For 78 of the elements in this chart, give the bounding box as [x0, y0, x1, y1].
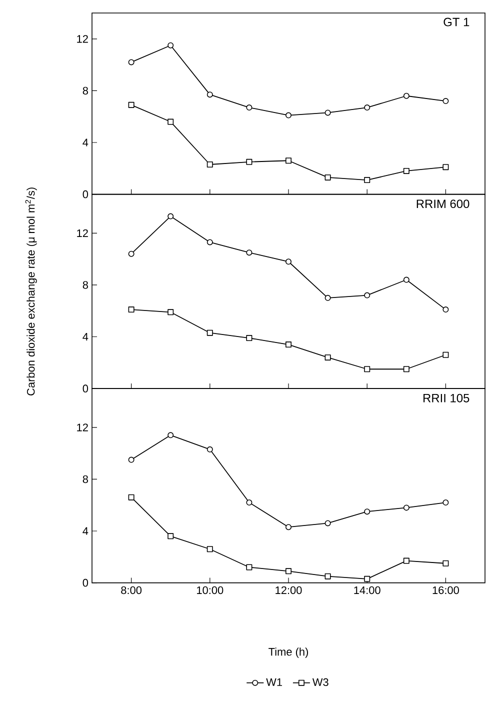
point [246, 158, 252, 165]
point [403, 366, 410, 372]
point [403, 168, 410, 174]
y-axis-title: Carbon dioxide exchange rate (μ mol m$^{2}$/s) [25, 188, 37, 396]
point [246, 335, 252, 342]
point [364, 292, 370, 298]
point [324, 174, 331, 180]
y-tick-label: 0 [82, 384, 88, 392]
point [206, 446, 213, 452]
point [364, 104, 370, 111]
x-tick-label: 8:00 [121, 586, 142, 594]
chart-title: RRII 105 [424, 394, 470, 402]
point [168, 432, 174, 438]
x-tick-label: 12:00 [276, 586, 302, 594]
legend-label: W1 [266, 678, 282, 686]
point [168, 118, 174, 125]
point [442, 560, 449, 566]
y-tick-label: 12 [77, 229, 88, 237]
x-tick-label: 10:00 [197, 586, 224, 594]
y-tick-label: 0 [82, 190, 88, 198]
point [442, 352, 449, 358]
y-tick-label: 0 [82, 578, 88, 587]
point [168, 309, 174, 316]
point [128, 306, 134, 313]
point [364, 177, 370, 184]
point [128, 494, 134, 500]
point [168, 213, 174, 220]
point [128, 250, 134, 257]
point [442, 306, 449, 313]
point [286, 342, 292, 348]
y-tick-label: 4 [82, 332, 88, 341]
point [364, 508, 370, 515]
point [403, 92, 410, 99]
legend-label: W3 [312, 678, 328, 686]
point [286, 258, 292, 265]
point [403, 504, 410, 511]
chart-title: RRIM 600 [416, 200, 470, 208]
point [286, 158, 292, 164]
point [364, 366, 370, 372]
point [206, 546, 213, 552]
point [206, 330, 213, 336]
point [168, 533, 174, 540]
point [442, 164, 449, 170]
point [324, 110, 331, 116]
point [442, 98, 449, 104]
y-tick-label: 4 [82, 138, 88, 146]
point [403, 276, 410, 283]
y-tick-label: 8 [82, 475, 88, 484]
y-tick-label: 12 [77, 35, 88, 43]
point [128, 456, 134, 463]
point [128, 59, 134, 66]
point [286, 112, 292, 118]
x-tick-label: 14:00 [354, 586, 380, 594]
point [246, 250, 252, 256]
point [246, 104, 252, 111]
point [206, 239, 213, 246]
y-tick-label: 8 [82, 281, 88, 289]
point [324, 294, 331, 301]
y-tick-label: 4 [82, 527, 88, 535]
x-tick-label: 16:00 [432, 586, 459, 594]
y-tick-label: 12 [77, 424, 88, 432]
point [403, 558, 410, 564]
chart-title: GT 1 [444, 18, 470, 26]
point [206, 92, 213, 98]
point [442, 500, 449, 506]
point [128, 102, 134, 108]
point [324, 354, 331, 360]
point [286, 524, 292, 530]
point [324, 573, 331, 580]
point [168, 42, 174, 48]
point [246, 500, 252, 506]
point [246, 564, 252, 570]
point [206, 162, 213, 168]
x-axis-title: Time (h) [268, 648, 308, 658]
point [324, 520, 331, 526]
point [286, 568, 292, 574]
y-tick-label: 8 [82, 86, 88, 95]
point [364, 576, 370, 582]
